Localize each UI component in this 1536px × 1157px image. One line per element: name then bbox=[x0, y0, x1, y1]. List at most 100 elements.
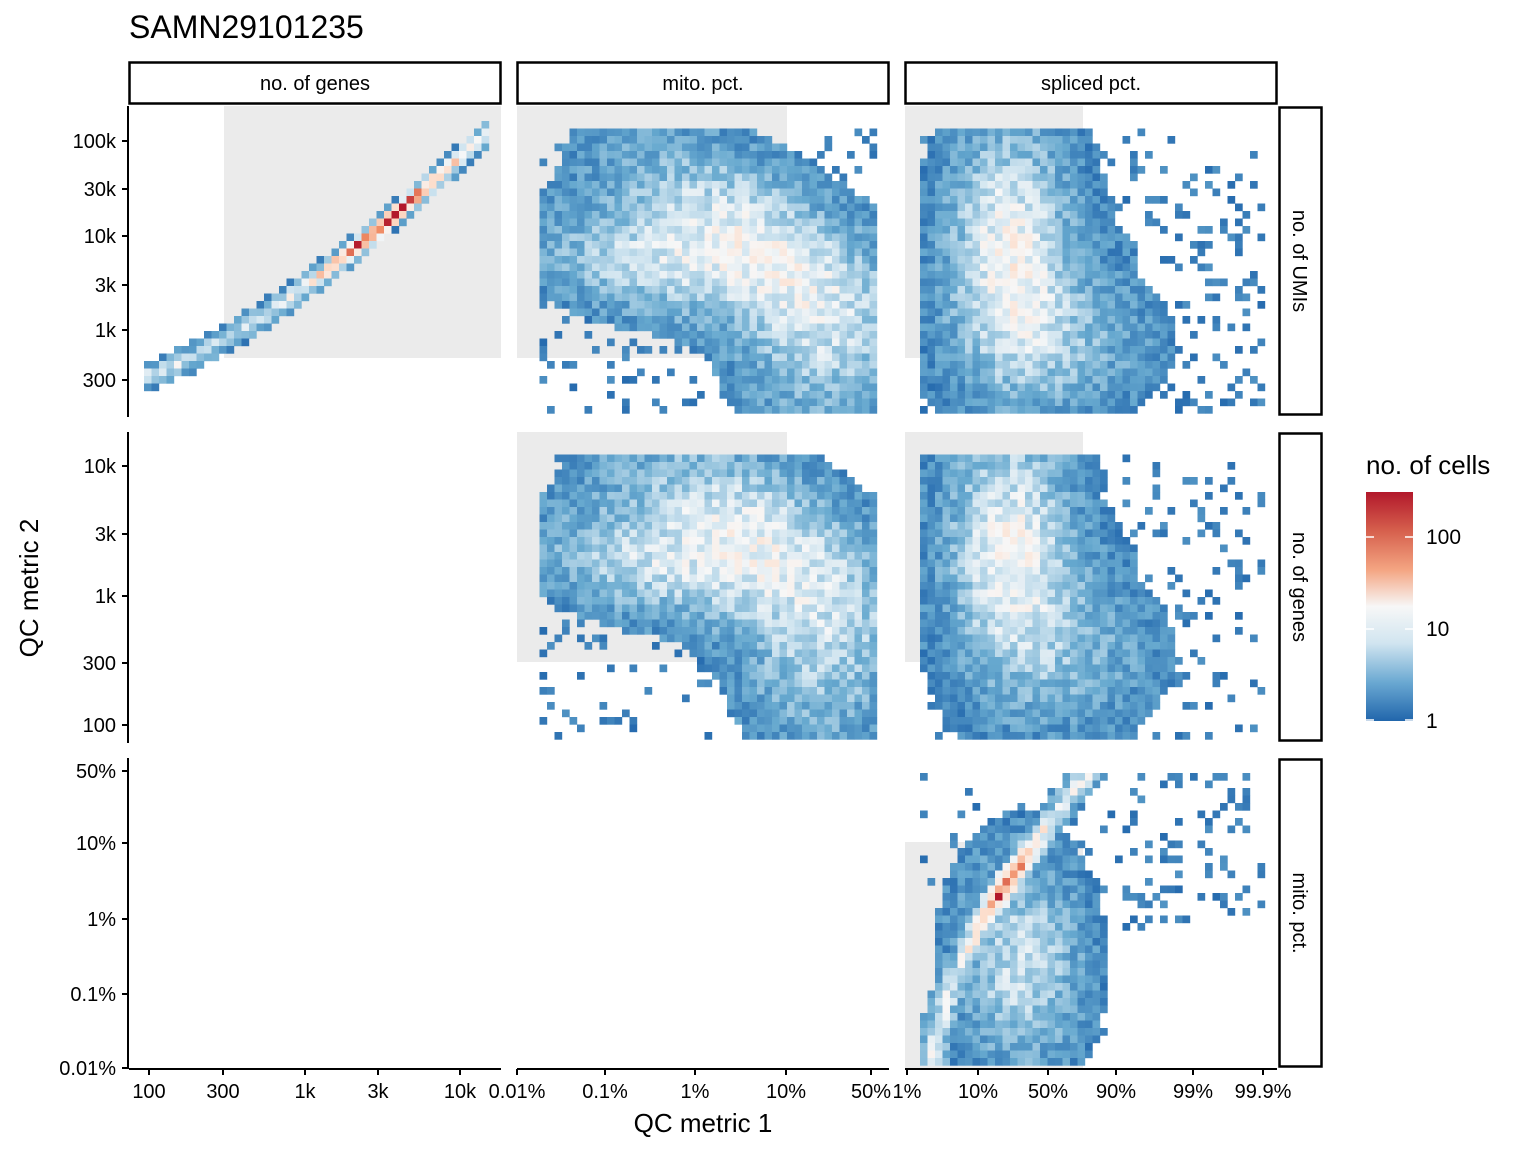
density-cell bbox=[839, 574, 848, 583]
density-cell bbox=[577, 158, 585, 167]
density-cell bbox=[854, 368, 863, 377]
density-cell bbox=[1062, 612, 1071, 620]
density-cell bbox=[592, 507, 600, 515]
density-cell bbox=[1085, 166, 1093, 174]
density-cell bbox=[1100, 514, 1108, 523]
density-cell bbox=[927, 158, 936, 167]
density-cell bbox=[779, 398, 788, 407]
density-cell bbox=[809, 323, 818, 332]
density-cell bbox=[637, 462, 645, 470]
density-cell bbox=[817, 346, 825, 354]
density-cell bbox=[234, 331, 242, 339]
density-cell bbox=[809, 346, 818, 354]
density-cell bbox=[832, 709, 840, 718]
density-cell bbox=[839, 316, 848, 324]
density-cell bbox=[1017, 293, 1026, 302]
density-cell bbox=[854, 376, 863, 384]
density-cell bbox=[787, 604, 795, 613]
density-cell bbox=[772, 181, 780, 189]
density-cell bbox=[862, 627, 870, 635]
density-cell bbox=[927, 331, 936, 339]
density-cell bbox=[950, 507, 958, 515]
density-cell bbox=[682, 278, 690, 287]
density-cell bbox=[1010, 507, 1018, 515]
density-cell bbox=[862, 293, 870, 302]
density-cell bbox=[629, 627, 638, 635]
density-cell bbox=[584, 158, 593, 167]
density-cell bbox=[562, 256, 570, 264]
density-cell bbox=[369, 226, 377, 234]
density-cell bbox=[1010, 469, 1018, 478]
density-cell bbox=[772, 211, 780, 219]
density-cell bbox=[854, 604, 863, 613]
density-cell bbox=[1017, 559, 1026, 568]
density-cell bbox=[1100, 398, 1108, 407]
density-cell bbox=[972, 196, 981, 204]
density-cell bbox=[995, 368, 1003, 377]
density-cell bbox=[1197, 507, 1206, 515]
density-cell bbox=[1032, 278, 1041, 287]
density-cell bbox=[637, 211, 645, 219]
density-cell bbox=[817, 589, 825, 598]
density-cell bbox=[935, 181, 943, 189]
density-cell bbox=[562, 454, 570, 463]
density-cell bbox=[965, 233, 973, 242]
density-cell bbox=[787, 353, 795, 362]
density-cell bbox=[1002, 361, 1011, 369]
density-cell bbox=[847, 529, 855, 538]
density-cell bbox=[1017, 158, 1026, 167]
density-cell bbox=[847, 383, 855, 392]
density-cell bbox=[987, 301, 996, 309]
density-cell bbox=[719, 286, 728, 294]
density-cell bbox=[1197, 226, 1206, 234]
density-cell bbox=[1107, 271, 1116, 279]
density-cell bbox=[637, 574, 645, 583]
density-cell bbox=[1130, 301, 1138, 309]
density-cell bbox=[697, 642, 705, 650]
density-cell bbox=[599, 604, 608, 613]
density-cell bbox=[1047, 233, 1056, 242]
density-cell bbox=[697, 634, 705, 643]
density-cell bbox=[727, 462, 735, 470]
density-cell bbox=[742, 278, 750, 287]
density-cell bbox=[1070, 338, 1078, 347]
density-cell bbox=[749, 196, 758, 204]
density-cell bbox=[196, 346, 205, 354]
density-cell bbox=[1002, 151, 1011, 159]
density-cell bbox=[1130, 263, 1138, 272]
density-cell bbox=[957, 597, 966, 605]
density-cell bbox=[719, 679, 728, 688]
density-cell bbox=[862, 597, 870, 605]
density-cell bbox=[719, 346, 728, 354]
density-cell bbox=[1047, 226, 1056, 234]
density-cell bbox=[972, 211, 981, 219]
density-cell bbox=[935, 454, 943, 463]
density-cell bbox=[950, 383, 958, 392]
density-cell bbox=[614, 454, 623, 463]
density-cell bbox=[802, 346, 810, 354]
density-cell bbox=[965, 263, 973, 272]
density-cell bbox=[614, 316, 623, 324]
density-cell bbox=[1047, 128, 1056, 137]
density-cell bbox=[1032, 376, 1041, 384]
density-cell bbox=[607, 233, 615, 242]
density-cell bbox=[1242, 323, 1251, 332]
density-cell bbox=[794, 323, 803, 332]
density-cell bbox=[854, 308, 863, 317]
density-cell bbox=[256, 316, 265, 324]
density-cell bbox=[802, 398, 810, 407]
density-cell bbox=[847, 619, 855, 628]
density-cell bbox=[659, 241, 668, 249]
density-cell bbox=[644, 181, 653, 189]
density-cell bbox=[1062, 544, 1071, 553]
density-cell bbox=[144, 376, 152, 384]
density-cell bbox=[794, 484, 803, 493]
density-cell bbox=[704, 507, 713, 515]
density-cell bbox=[727, 582, 735, 590]
density-cell bbox=[832, 484, 840, 493]
density-cell bbox=[965, 507, 973, 515]
density-cell bbox=[294, 286, 302, 294]
density-cell bbox=[659, 462, 668, 470]
density-cell bbox=[847, 271, 855, 279]
density-cell bbox=[824, 477, 833, 485]
